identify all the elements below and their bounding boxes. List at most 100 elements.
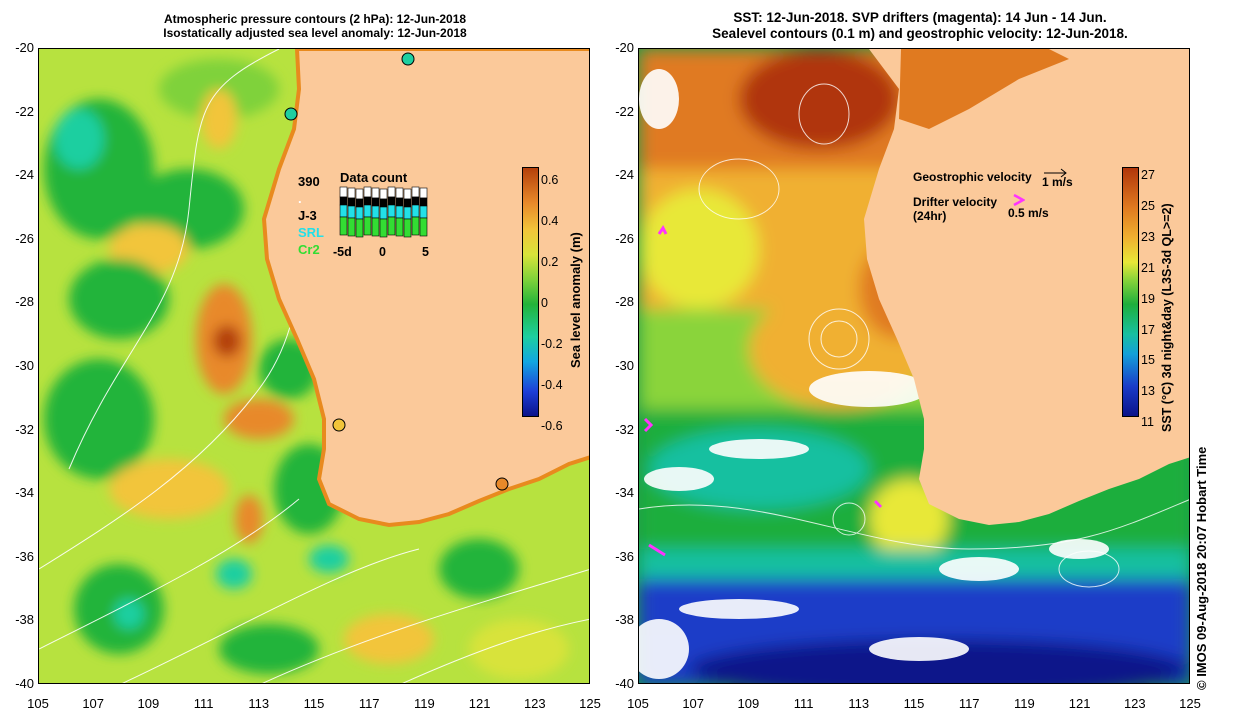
histogram-bar-segment [387, 186, 396, 198]
longitude-tick: 119 [1014, 696, 1035, 711]
sst-tick: 23 [1141, 229, 1155, 244]
tide-gauge-marker [284, 107, 298, 121]
latitude-tick: -24 [15, 167, 34, 183]
longitude-tick: 113 [848, 696, 870, 711]
source-cr2: Cr2 [298, 242, 320, 257]
longitude-tick: 121 [468, 696, 491, 711]
source-srl: SRL [298, 225, 324, 240]
drifter-velocity-period: (24hr) [913, 209, 947, 223]
latitude-tick: -28 [615, 294, 634, 310]
histogram-bar-segment [379, 188, 388, 200]
latitude-tick: -26 [615, 230, 634, 246]
longitude-tick: 109 [737, 696, 760, 711]
sla-tick: 0 [541, 296, 548, 310]
histogram-bar-segment [395, 197, 404, 207]
latitude-tick: -32 [615, 421, 634, 437]
histogram-bar-segment [395, 205, 404, 219]
sla-colorbar [522, 167, 539, 417]
longitude-tick: 125 [1179, 696, 1201, 711]
longitude-tick: 117 [358, 696, 380, 711]
histogram-bar-segment [371, 205, 380, 219]
source-390: 390 [298, 174, 320, 189]
histogram-bar-segment [419, 217, 428, 237]
latitude-tick: -22 [15, 103, 34, 119]
histogram-bar-segment [379, 206, 388, 220]
sst-field [639, 49, 1189, 683]
latitude-tick: -30 [615, 358, 634, 373]
sst-tick: 17 [1141, 322, 1155, 337]
histogram-bar-segment [339, 204, 348, 218]
latitude-tick: -34 [15, 485, 34, 501]
latitude-tick: -38 [15, 612, 34, 628]
longitude-tick: 111 [793, 696, 814, 711]
axis-label-5: 5 [422, 245, 429, 259]
histogram-bar-segment [387, 196, 396, 206]
histogram-bar-segment [347, 197, 356, 207]
histogram-bar-segment [403, 188, 412, 200]
left-title-line1: Atmospheric pressure contours (2 hPa): 1… [163, 12, 467, 26]
svp-drifters [643, 225, 883, 557]
histogram-bar-segment [355, 206, 364, 220]
tide-gauge-marker [332, 418, 346, 432]
sla-field [39, 49, 589, 683]
latitude-tick: -40 [15, 676, 34, 691]
latitude-tick: -20 [15, 40, 34, 55]
sst-tick: 13 [1141, 384, 1155, 399]
histogram-bar-segment [371, 197, 380, 207]
sst-map [638, 48, 1190, 684]
australia-land [261, 49, 589, 528]
latitude-tick: -20 [615, 40, 634, 55]
histogram-bar-segment [355, 198, 364, 208]
latitude-tick: -28 [15, 294, 34, 310]
latitude-tick: -26 [15, 230, 34, 246]
sla-tick: 0.4 [541, 214, 559, 228]
geostrophic-scale: 1 m/s [1042, 175, 1073, 189]
latitude-tick: -22 [615, 103, 634, 119]
latitude-tick: -36 [615, 548, 634, 564]
latitude-tick: -34 [615, 485, 634, 501]
longitude-tick: 123 [1123, 696, 1146, 711]
right-title-line1: SST: 12-Jun-2018. SVP drifters (magenta)… [733, 10, 1107, 25]
sea-level-anomaly-map [38, 48, 590, 684]
sst-tick: 27 [1141, 168, 1155, 182]
histogram-bar-segment [371, 217, 380, 237]
australia-land [864, 49, 1189, 525]
histogram-bar-segment [387, 204, 396, 218]
left-title-line2: Isostatically adjusted sea level anomaly… [163, 26, 467, 40]
latitude-tick: -24 [615, 167, 634, 183]
longitude-tick: 117 [958, 696, 980, 711]
histogram-bar-segment [411, 216, 420, 236]
longitude-tick: 123 [523, 696, 546, 711]
drifter-track [648, 543, 666, 557]
histogram-bar-segment [419, 187, 428, 199]
longitude-tick: 121 [1068, 696, 1091, 711]
longitude-tick: 119 [414, 696, 435, 711]
drifter-velocity-legend: Drifter velocity [913, 195, 998, 209]
imos-credit: © IMOS 09-Aug-2018 20:07 Hobart Time [1194, 446, 1209, 690]
sst-tick: 19 [1141, 291, 1155, 306]
histogram-bar-segment [363, 216, 372, 236]
histogram-bar-segment [371, 187, 380, 199]
sst-tick: 21 [1141, 260, 1155, 275]
drifter-track [657, 225, 668, 235]
drifter-track [873, 499, 883, 509]
longitude-tick: 113 [248, 696, 270, 711]
histogram-bar-segment [403, 198, 412, 208]
latitude-tick: -40 [615, 676, 634, 691]
sla-blobs [44, 59, 569, 679]
longitude-tick: 111 [193, 696, 214, 711]
axis-label-minus5: -5d [333, 245, 352, 259]
histogram-bar-segment [347, 217, 356, 237]
latitude-tick: -38 [615, 612, 634, 628]
drifter-scale: 0.5 m/s [1008, 206, 1049, 220]
histogram-bar-segment [363, 186, 372, 198]
drifter-arrow-icon [1013, 194, 1025, 206]
histogram-bar-segment [387, 216, 396, 236]
axis-label-0: 0 [379, 245, 386, 259]
data-count-sources: 390 . J-3 SRL Cr2 [298, 173, 338, 258]
tide-gauge-marker [495, 477, 509, 491]
histogram-bar-segment [403, 218, 412, 238]
geostrophic-velocity-legend: Geostrophic velocity [913, 170, 1032, 184]
histogram-bar-segment [379, 198, 388, 208]
sst-tick: 11 [1141, 415, 1154, 430]
